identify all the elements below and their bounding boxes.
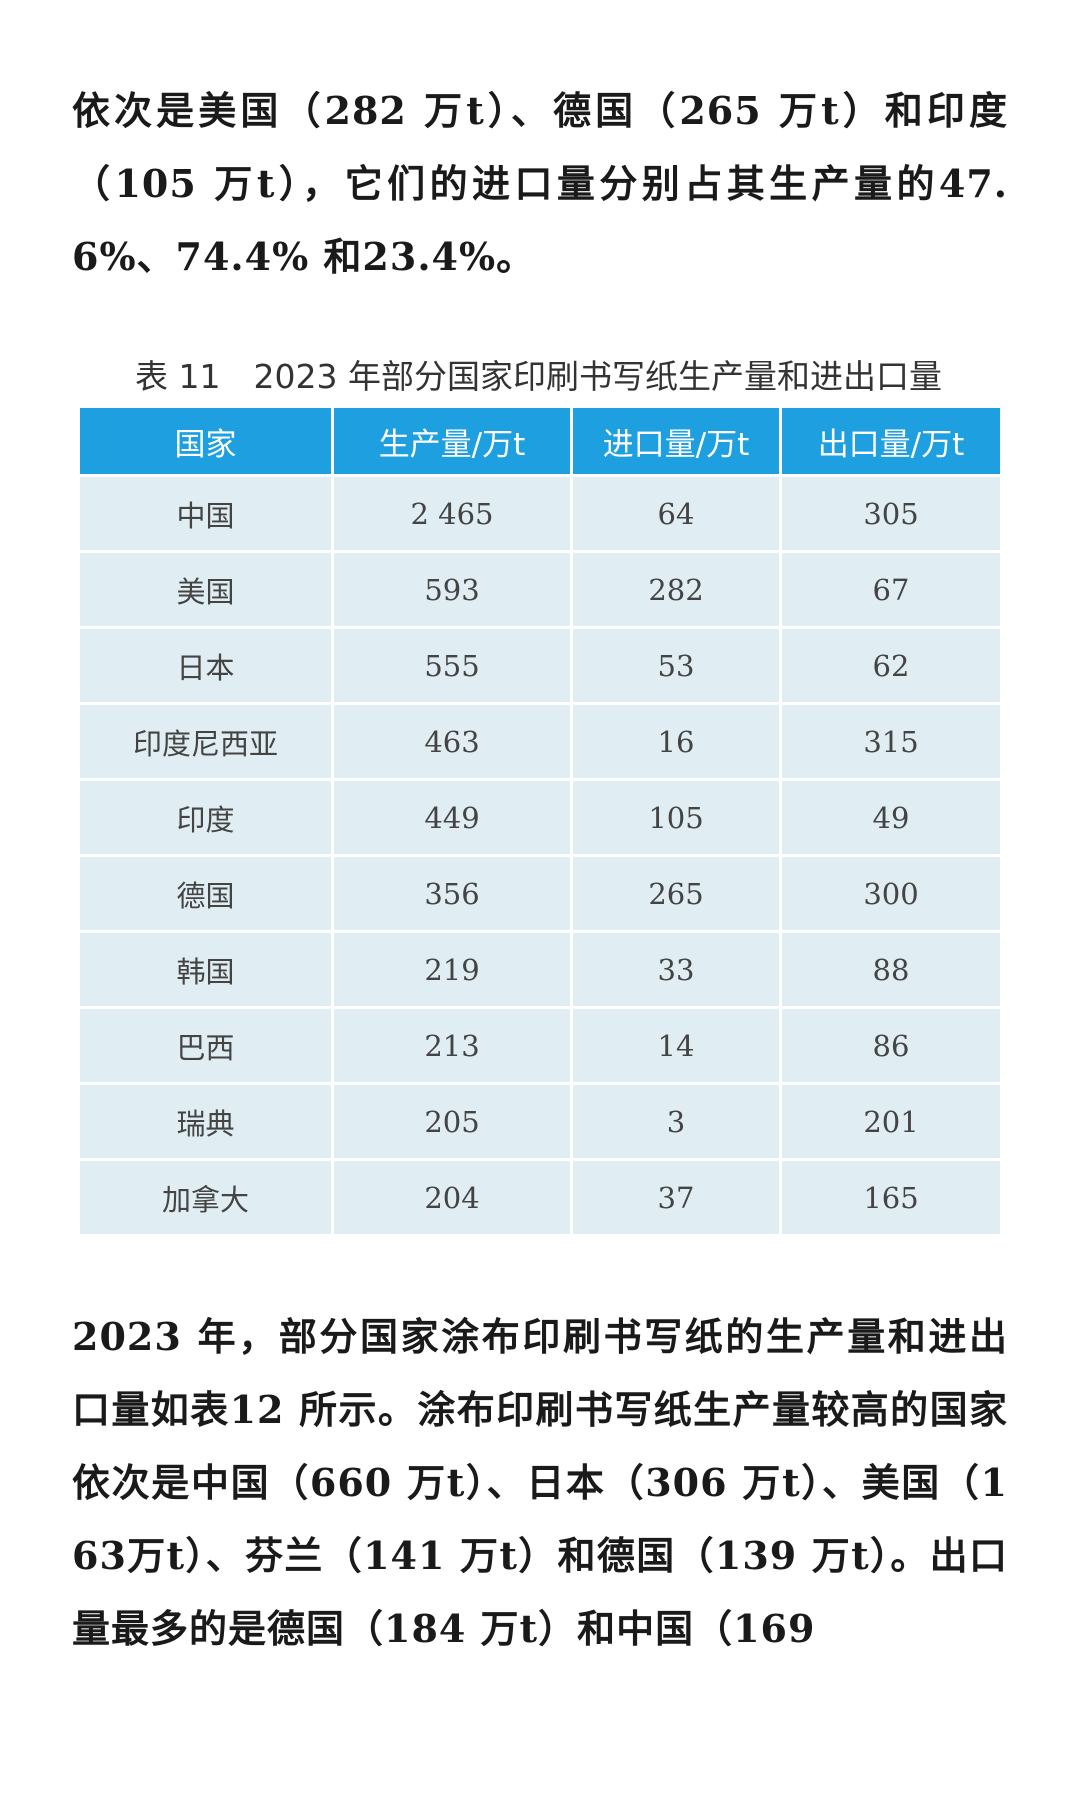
table-cell: 美国 bbox=[77, 550, 334, 629]
paragraph: 2023 年，部分国家涂布印刷书写纸的生产量和进出口量如表12 所示。涂布印刷书… bbox=[72, 1314, 1008, 1651]
table-cell: 305 bbox=[779, 474, 1003, 553]
table-cell: 62 bbox=[779, 626, 1003, 705]
table-row: 印度尼西亚 463 16 315 bbox=[77, 702, 1003, 781]
table-cell: 33 bbox=[570, 930, 782, 1009]
table-cell: 204 bbox=[331, 1158, 573, 1237]
table-cell: 德国 bbox=[77, 854, 334, 933]
table-cell: 3 bbox=[570, 1082, 782, 1161]
table-cell: 201 bbox=[779, 1082, 1003, 1161]
table-cell: 印度尼西亚 bbox=[77, 702, 334, 781]
table-cell: 中国 bbox=[77, 474, 334, 553]
table-cell: 315 bbox=[779, 702, 1003, 781]
table-row: 日本 555 53 62 bbox=[77, 626, 1003, 705]
header-cell: 出口量/万t bbox=[779, 405, 1003, 477]
table-row: 印度 449 105 49 bbox=[77, 778, 1003, 857]
table-cell: 593 bbox=[331, 550, 573, 629]
table-row: 韩国 219 33 88 bbox=[77, 930, 1003, 1009]
table-cell: 86 bbox=[779, 1006, 1003, 1085]
table-row: 德国 356 265 300 bbox=[77, 854, 1003, 933]
table-body: 中国 2 465 64 305 美国 593 282 67 日本 555 53 62 印度尼西亚 463 1… bbox=[77, 474, 1003, 1237]
table-cell: 463 bbox=[331, 702, 573, 781]
header-row: 国家 生产量/万t 进口量/万t 出口量/万t bbox=[77, 405, 1003, 477]
table-cell: 449 bbox=[331, 778, 573, 857]
table-cell: 282 bbox=[570, 550, 782, 629]
table-cell: 53 bbox=[570, 626, 782, 705]
table-row: 加拿大 204 37 165 bbox=[77, 1158, 1003, 1237]
table-cell: 2 465 bbox=[331, 474, 573, 553]
table-cell: 14 bbox=[570, 1006, 782, 1085]
table-row: 美国 593 282 67 bbox=[77, 550, 1003, 629]
table-cell: 356 bbox=[331, 854, 573, 933]
table-cell: 105 bbox=[570, 778, 782, 857]
table-row: 巴西 213 14 86 bbox=[77, 1006, 1003, 1085]
table-row: 中国 2 465 64 305 bbox=[77, 474, 1003, 553]
header-cell: 生产量/万t bbox=[331, 405, 573, 477]
data-table: 国家 生产量/万t 进口量/万t 出口量/万t 中国 2 465 64 305 美国 593 28… bbox=[77, 405, 1003, 1237]
table-cell: 64 bbox=[570, 474, 782, 553]
table-caption: 表 11 2023 年部分国家印刷书写纸生产量和进出口量 bbox=[135, 357, 942, 396]
table-cell: 67 bbox=[779, 550, 1003, 629]
table-cell: 37 bbox=[570, 1158, 782, 1237]
table-cell: 韩国 bbox=[77, 930, 334, 1009]
table-cell: 213 bbox=[331, 1006, 573, 1085]
table-cell: 加拿大 bbox=[77, 1158, 334, 1237]
table-cell: 555 bbox=[331, 626, 573, 705]
paragraph: 依次是美国（282 万t）、德国（265 万t）和印度（105 万t），它们的进… bbox=[72, 88, 1008, 279]
table-cell: 265 bbox=[570, 854, 782, 933]
table-cell: 巴西 bbox=[77, 1006, 334, 1085]
header-cell: 国家 bbox=[77, 405, 334, 477]
table-cell: 16 bbox=[570, 702, 782, 781]
table-cell: 88 bbox=[779, 930, 1003, 1009]
table-cell: 205 bbox=[331, 1082, 573, 1161]
table-cell: 219 bbox=[331, 930, 573, 1009]
table-cell: 49 bbox=[779, 778, 1003, 857]
table-cell: 165 bbox=[779, 1158, 1003, 1237]
table-cell: 300 bbox=[779, 854, 1003, 933]
table-cell: 瑞典 bbox=[77, 1082, 334, 1161]
header-cell: 进口量/万t bbox=[570, 405, 782, 477]
table-cell: 印度 bbox=[77, 778, 334, 857]
table-row: 瑞典 205 3 201 bbox=[77, 1082, 1003, 1161]
table-cell: 日本 bbox=[77, 626, 334, 705]
